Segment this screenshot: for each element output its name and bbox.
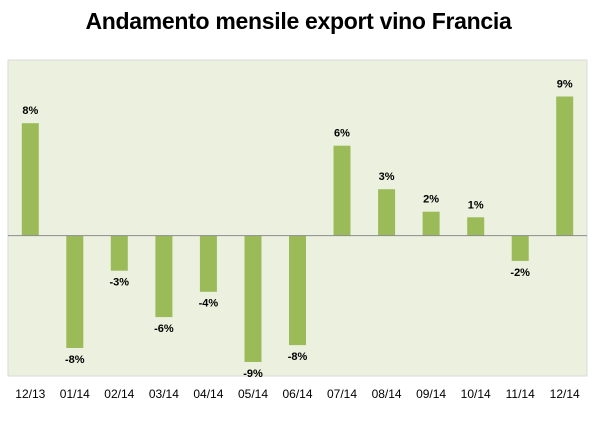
bar-12-13 [21, 123, 39, 236]
data-label: 9% [557, 79, 573, 91]
bar-08-14 [378, 189, 396, 236]
data-label: -3% [110, 277, 130, 289]
bar-12-14 [556, 96, 574, 236]
data-label: -6% [154, 323, 174, 335]
x-tick-label: 01/14 [60, 387, 90, 401]
x-tick-label: 11/14 [506, 387, 535, 401]
bar-10-14 [467, 217, 485, 236]
bars-group [21, 96, 574, 362]
chart-title: Andamento mensile export vino Francia [85, 8, 512, 34]
x-tick-label: 04/14 [193, 387, 223, 401]
data-label: 2% [423, 194, 439, 206]
bar-07-14 [333, 145, 351, 236]
x-tick-label: 03/14 [149, 387, 179, 401]
x-tick-label: 06/14 [282, 387, 312, 401]
x-tick-label: 12/14 [550, 387, 580, 401]
data-labels-group: 8% -8% -3% -6% -4% -9% -8% 6% 3% 2% 1% -2% 9% [22, 79, 573, 381]
data-label: -8% [288, 351, 308, 363]
x-tick-label: 02/14 [104, 387, 134, 401]
x-tick-label: 09/14 [416, 387, 446, 401]
bar-04-14 [199, 235, 217, 292]
bar-05-14 [244, 235, 262, 362]
bar-06-14 [289, 235, 306, 346]
data-label: 3% [379, 171, 395, 183]
bar-03-14 [155, 235, 173, 318]
x-tick-label: 12/13 [15, 387, 45, 401]
x-tick-label: 05/14 [238, 387, 268, 401]
x-tick-labels-group: 12/13 01/14 02/14 03/14 04/14 05/14 06/14 07/14… [15, 387, 580, 401]
bar-09-14 [422, 211, 440, 236]
x-tick-label: 07/14 [327, 387, 357, 401]
data-label: -8% [65, 354, 85, 366]
x-tick-label: 08/14 [372, 387, 402, 401]
bar-01-14 [66, 235, 84, 348]
data-label: -2% [510, 267, 530, 279]
x-tick-label: 10/14 [461, 387, 491, 401]
data-label: 8% [22, 105, 38, 117]
bar-11-14 [511, 235, 529, 261]
data-label: 6% [334, 128, 350, 140]
data-label: -9% [243, 368, 263, 380]
bar-02-14 [110, 235, 128, 271]
data-label: -4% [199, 298, 219, 310]
data-label: 1% [468, 199, 484, 211]
